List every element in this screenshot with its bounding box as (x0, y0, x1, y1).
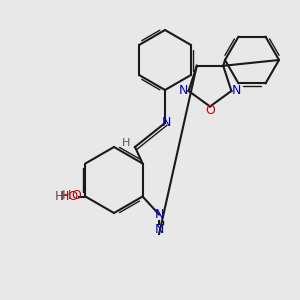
Text: N: N (162, 116, 171, 130)
Text: N: N (155, 223, 164, 236)
Text: O: O (71, 189, 81, 203)
Text: H: H (62, 189, 71, 203)
Text: N: N (155, 208, 164, 221)
Text: N: N (232, 85, 242, 98)
Text: HO: HO (59, 190, 79, 203)
Text: H: H (122, 137, 130, 148)
Text: O: O (205, 103, 215, 117)
Text: N: N (178, 85, 188, 98)
Text: H: H (55, 190, 64, 203)
